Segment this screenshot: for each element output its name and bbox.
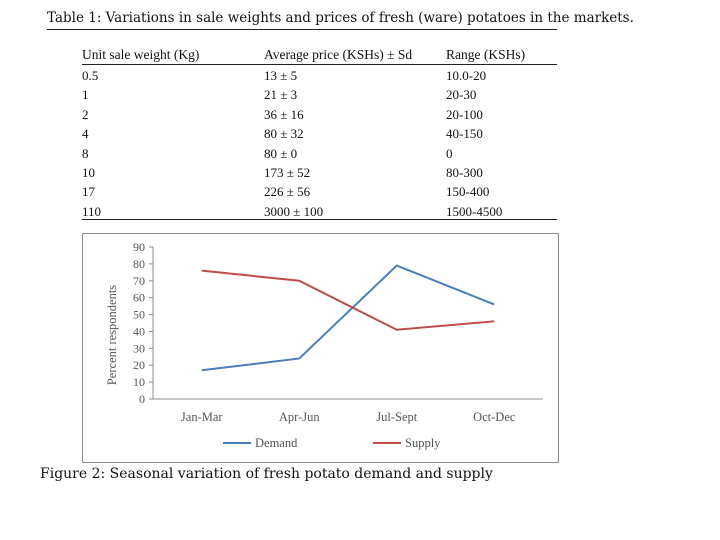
table-cell: 150-400 xyxy=(446,184,490,200)
table-cell: 21 ± 3 xyxy=(264,87,298,103)
y-tick-label: 20 xyxy=(133,358,145,372)
y-tick-label: 60 xyxy=(133,291,145,305)
table-cell: 40-150 xyxy=(446,126,483,142)
y-tick-label: 90 xyxy=(133,240,145,254)
y-tick-label: 30 xyxy=(133,341,145,355)
table-cell: 8 xyxy=(82,145,89,161)
y-tick-label: 50 xyxy=(133,308,145,322)
table-cell: 80 ± 0 xyxy=(264,145,298,161)
table-cell: 17 xyxy=(82,184,95,200)
table-cell: 20-100 xyxy=(446,106,483,122)
figure-caption: Figure 2: Seasonal variation of fresh po… xyxy=(40,466,493,482)
y-tick-label: 10 xyxy=(133,375,145,389)
table-cell: 80-300 xyxy=(446,164,483,180)
table-cell: 36 ± 16 xyxy=(264,106,304,122)
table-cell: 226 ± 56 xyxy=(264,184,311,200)
chart-canvas: 0 10 20 30 40 50 60 70 80 90 Jan-Mar Apr-Jun Jul-Sep… xyxy=(105,240,543,450)
y-tick-label: 70 xyxy=(133,274,145,288)
x-tick-label: Jul-Sept xyxy=(376,410,418,424)
legend-label-supply: Supply xyxy=(405,436,441,450)
table-cell: 3000 ± 100 xyxy=(264,203,324,219)
legend-label-demand: Demand xyxy=(255,436,298,450)
table-cell: 10 xyxy=(82,164,95,180)
table-cell: 173 ± 52 xyxy=(264,164,311,180)
table-cell: 20-30 xyxy=(446,87,477,103)
table-bottom-rule xyxy=(82,219,557,220)
y-tick-label: 40 xyxy=(133,324,145,338)
table-cell: 110 xyxy=(82,203,102,219)
table-cell: 4 xyxy=(82,126,89,142)
table-cell: 13 ± 5 xyxy=(264,68,298,83)
x-tick-label: Jan-Mar xyxy=(181,410,223,424)
table-cell: 2 xyxy=(82,106,89,122)
table-column-weight: Unit sale weight (Kg) 0.5 1 2 4 8 10 17 … xyxy=(82,44,199,221)
table-cell: 10.0-20 xyxy=(446,68,487,83)
series-line-demand xyxy=(201,264,495,372)
table-header-price: Average price (KSHs) ± Sd xyxy=(264,47,413,62)
y-tick-label: 80 xyxy=(133,257,145,271)
table-cell: 1500-4500 xyxy=(446,203,503,219)
table-title: Table 1: Variations in sale weights and … xyxy=(47,10,634,26)
seasonal-chart: 0 10 20 30 40 50 60 70 80 90 Jan-Mar Apr-Jun Jul-Sep… xyxy=(82,233,559,463)
table-cell: 0 xyxy=(446,145,453,161)
title-underline xyxy=(47,29,557,30)
table-cell: 80 ± 32 xyxy=(264,126,304,142)
table-column-price: Average price (KSHs) ± Sd 13 ± 5 21 ± 3 … xyxy=(264,44,412,221)
table-cell: 1 xyxy=(82,87,89,103)
series-line-supply xyxy=(201,269,495,331)
y-tick-label: 0 xyxy=(139,392,145,406)
x-tick-label: Apr-Jun xyxy=(279,410,320,424)
x-tick-label: Oct-Dec xyxy=(473,410,516,424)
table-column-range: Range (KSHs) 10.0-20 20-30 20-100 40-150… xyxy=(446,44,525,221)
table-header-weight: Unit sale weight (Kg) xyxy=(82,47,200,62)
y-axis-title: Percent respondents xyxy=(105,285,119,385)
table-header-range: Range (KSHs) xyxy=(446,47,526,62)
table-cell: 0.5 xyxy=(82,68,99,83)
table-header-rule xyxy=(82,64,557,65)
